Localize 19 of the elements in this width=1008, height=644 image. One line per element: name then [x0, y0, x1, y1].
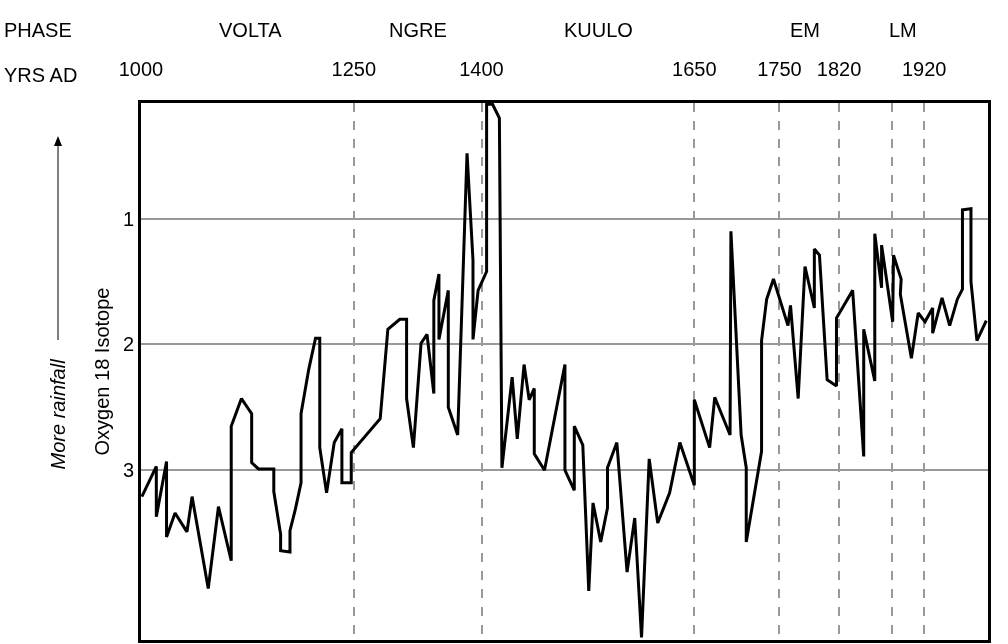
x-tick-label: 1000 [118, 58, 164, 80]
y-tick-label: 1 [122, 207, 134, 230]
text: YRS AD [4, 64, 78, 86]
x-tick-label: 1250 [331, 58, 377, 80]
y-tick-label: 2 [122, 333, 134, 356]
text: PHASE [4, 19, 72, 41]
x-tick-label: 1650 [672, 58, 717, 80]
x-tick-label: 1400 [459, 58, 504, 80]
x-tick-label: 1750 [757, 58, 802, 80]
text: More rainfall [46, 358, 69, 470]
y-tick-label: 3 [122, 459, 134, 482]
x-tick-label: 1820 [816, 58, 862, 80]
x-tick-label: 1920 [901, 58, 947, 80]
text: VOLTA [219, 19, 283, 41]
y-axis-title: Oxygen 18 Isotope [91, 287, 114, 456]
text: KUULO [564, 19, 633, 41]
text: LM [889, 19, 917, 41]
text: EM [790, 19, 820, 41]
text: NGRE [389, 19, 447, 41]
